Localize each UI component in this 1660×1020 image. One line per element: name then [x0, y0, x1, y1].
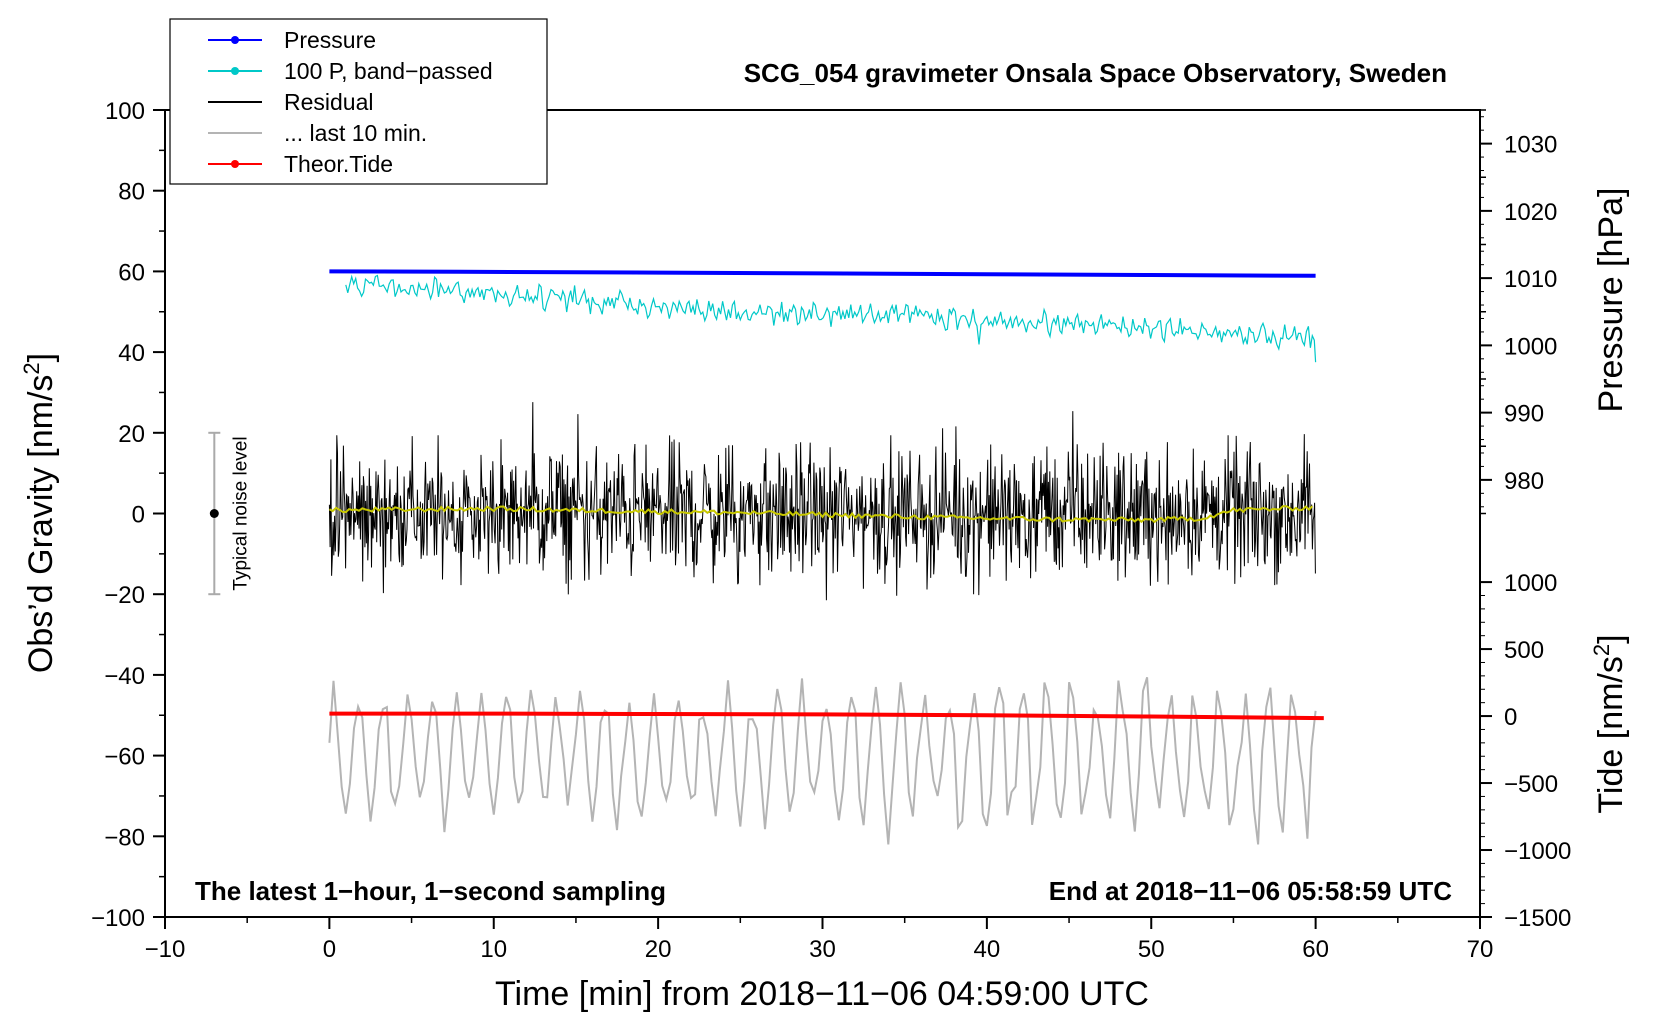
pressure-tick-label: 1000: [1504, 333, 1557, 360]
legend-label: Residual: [284, 89, 374, 115]
y-tick-label: 40: [118, 340, 145, 367]
y-tick-label: −60: [104, 744, 145, 771]
series-last-10-min: [328, 677, 1317, 845]
series-theor-tide: [329, 711, 1324, 721]
x-tick-label: 0: [323, 936, 336, 963]
y-axis-tide-title-main: Tide [nm/s: [1592, 656, 1630, 813]
legend-label: Theor.Tide: [284, 151, 393, 177]
y-tick-label: 100: [105, 98, 145, 125]
pressure-tick-label: 1020: [1504, 199, 1557, 226]
y-tick-label: 0: [132, 502, 145, 529]
y-tick-label: −20: [104, 582, 145, 609]
y-axis-left-title: Obs’d Gravity [nm/s2]: [19, 353, 60, 673]
y-axis-tide-title-close: ]: [1592, 634, 1630, 643]
noise-indicator: Typical noise level: [208, 431, 251, 596]
y-axis-left-title-main: Obs’d Gravity [nm/s: [22, 375, 60, 674]
tide-tick-label: 0: [1504, 704, 1517, 731]
pressure-tick-label: 1010: [1504, 266, 1557, 293]
series-residual-smoothed: [328, 505, 1314, 524]
y-axis-left-title-sup: 2: [19, 362, 44, 374]
y-tick-label: −40: [104, 663, 145, 690]
pressure-tick-label: 1030: [1504, 132, 1557, 159]
x-tick-label: 30: [809, 936, 836, 963]
pressure-tick-label: 990: [1504, 401, 1544, 428]
noise-center-dot: [209, 509, 219, 518]
y-axis-tide-title: Tide [nm/s2]: [1589, 634, 1630, 813]
bottom-left-note: The latest 1−hour, 1−second sampling: [195, 876, 666, 906]
x-tick-label: 40: [974, 936, 1001, 963]
x-tick-label: 20: [645, 936, 672, 963]
legend-marker: [231, 67, 239, 75]
x-axis: −10 0 10 20 30 40 50 60 70: [145, 917, 1494, 963]
x-tick-label: 10: [480, 936, 507, 963]
series-pressure-bandpassed: [345, 274, 1317, 363]
legend-label: ... last 10 min.: [284, 120, 427, 146]
legend-marker: [231, 36, 239, 44]
noise-label: Typical noise level: [230, 436, 251, 590]
pressure-tick-label: 980: [1504, 468, 1544, 495]
y-axis-left: 100 80 60 40 20 0 −20 −40 −60 −80 −100: [91, 98, 165, 932]
x-tick-label: 70: [1467, 936, 1494, 963]
x-tick-label: −10: [145, 936, 186, 963]
y-axis-tide: 1000 500 0 −500 −1000 −1500: [1480, 570, 1571, 932]
y-axis-pressure-title: Pressure [hPa]: [1592, 188, 1630, 413]
y-axis-left-title-close: ]: [22, 353, 60, 362]
legend-label: 100 P, band−passed: [284, 58, 493, 84]
x-tick-label: 50: [1138, 936, 1165, 963]
tide-tick-label: −1500: [1504, 905, 1571, 932]
tide-tick-label: −1000: [1504, 838, 1571, 865]
legend-label: Pressure: [284, 27, 376, 53]
y-axis-pressure: 1030 1020 1010 1000 990 980: [1479, 109, 1557, 515]
y-axis-tide-title-sup: 2: [1589, 644, 1614, 656]
x-tick-label: 60: [1302, 936, 1329, 963]
y-tick-label: −100: [91, 905, 145, 932]
tide-tick-label: −500: [1504, 771, 1558, 798]
tide-tick-label: 500: [1504, 637, 1544, 664]
legend-marker: [231, 160, 239, 168]
tide-tick-label: 1000: [1504, 570, 1557, 597]
series-residual: [328, 402, 1316, 601]
legend: Pressure 100 P, band−passed Residual ... la…: [169, 18, 548, 185]
y-tick-label: 80: [118, 179, 145, 206]
bottom-right-note: End at 2018−11−06 05:58:59 UTC: [1049, 876, 1452, 906]
y-tick-label: 60: [118, 259, 145, 286]
y-tick-label: −80: [104, 824, 145, 851]
chart-title: SCG_054 gravimeter Onsala Space Observat…: [744, 58, 1447, 88]
x-axis-title: Time [min] from 2018−11−06 04:59:00 UTC: [495, 975, 1149, 1013]
y-tick-label: 20: [118, 421, 145, 448]
series-layer: [328, 269, 1324, 845]
series-pressure: [329, 269, 1316, 278]
